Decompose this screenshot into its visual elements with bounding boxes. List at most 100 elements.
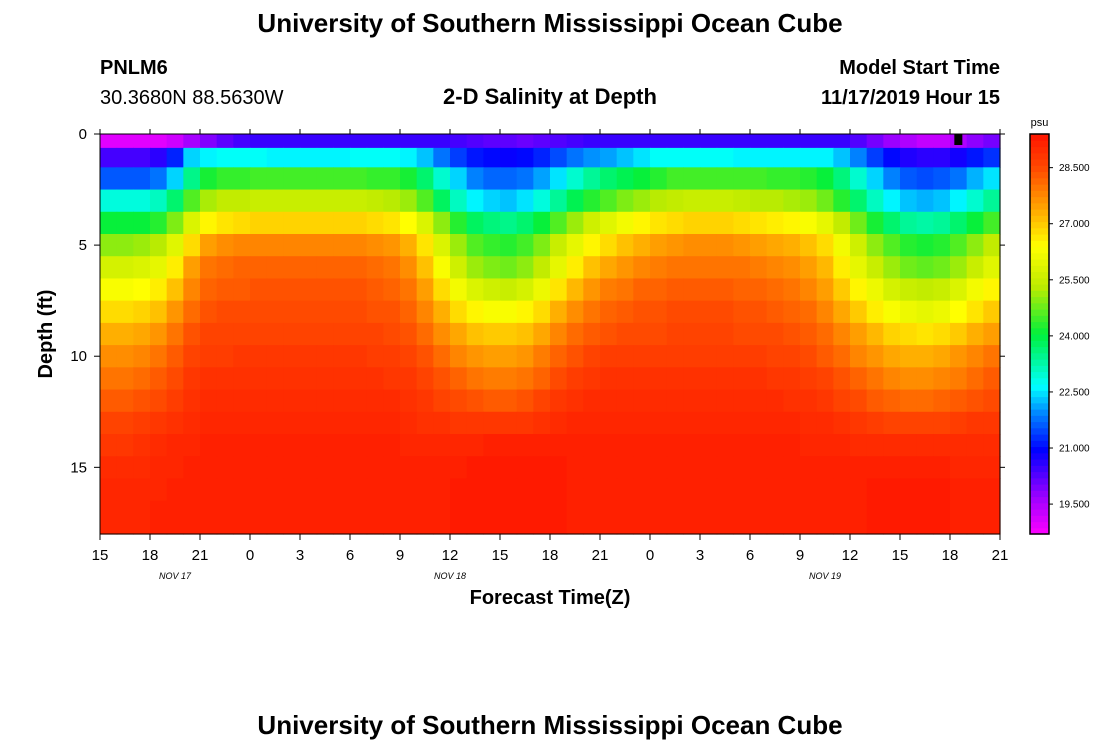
heatmap-cell — [616, 389, 634, 413]
heatmap-cell — [566, 389, 584, 413]
heatmap-cell — [266, 278, 284, 302]
heatmap-cell — [900, 456, 918, 480]
heatmap-cell — [150, 234, 168, 257]
heatmap-cell — [216, 167, 234, 191]
heatmap-cell — [983, 322, 1001, 346]
heatmap-cell — [283, 322, 301, 346]
heatmap-cell — [866, 234, 884, 257]
heatmap-cell — [416, 389, 434, 413]
heatmap-cell — [416, 211, 434, 235]
heatmap-cell — [166, 278, 184, 302]
heatmap-cell — [633, 456, 651, 480]
heatmap-cell — [516, 411, 534, 435]
heatmap-cell — [283, 367, 301, 391]
heatmap-cell — [550, 411, 568, 435]
heatmap-cell — [566, 500, 584, 535]
heatmap-cell — [800, 322, 818, 346]
colorbar-segment — [1030, 402, 1049, 410]
colorbar-segment — [1030, 377, 1049, 385]
heatmap-cell — [566, 456, 584, 480]
heatmap-cell — [600, 189, 618, 213]
heatmap-cell — [400, 456, 418, 480]
heatmap-cell — [450, 147, 468, 168]
heatmap-cell — [283, 234, 301, 257]
colorbar-segment — [1030, 284, 1049, 291]
heatmap-cell — [300, 322, 318, 346]
heatmap-cell — [816, 167, 834, 191]
heatmap-cell — [433, 411, 451, 435]
heatmap-cell — [916, 278, 934, 302]
colorbar: 19.500 21.000 22.500 24.000 25.500 27.000 28.5… — [1029, 133, 1090, 535]
heatmap-cell — [400, 147, 418, 168]
heatmap-cell — [466, 411, 484, 435]
heatmap-cell — [316, 456, 334, 480]
heatmap-cell — [683, 300, 701, 324]
heatmap-cell — [850, 322, 868, 346]
colorbar-tick-label: 24.000 — [1059, 331, 1090, 342]
heatmap-cell — [933, 367, 951, 391]
heatmap-cell — [166, 456, 184, 480]
y-tick-label: 10 — [70, 348, 87, 365]
heatmap-cell — [633, 411, 651, 435]
heatmap-cell — [900, 278, 918, 302]
heatmap-cell — [683, 322, 701, 346]
heatmap-cell — [533, 345, 551, 368]
heatmap-cell — [383, 456, 401, 480]
heatmap-cell — [133, 367, 151, 391]
heatmap-cell — [483, 456, 501, 480]
heatmap-cell — [783, 434, 801, 457]
heatmap-cell — [466, 300, 484, 324]
heatmap-cell — [333, 411, 351, 435]
colorbar-segment — [1030, 296, 1049, 304]
heatmap-cell — [216, 434, 234, 457]
colorbar-segment — [1030, 527, 1049, 535]
heatmap-cell — [350, 256, 368, 280]
x-tick-label: 12 — [842, 547, 859, 564]
heatmap-cell — [833, 189, 851, 213]
heatmap-cell — [450, 256, 468, 280]
heatmap-cell — [966, 300, 984, 324]
heatmap-cell — [766, 211, 784, 235]
heatmap-cell — [450, 456, 468, 480]
heatmap-cell — [950, 456, 968, 480]
heatmap-cell — [833, 500, 851, 535]
heatmap-cell — [416, 456, 434, 480]
heatmap-cell — [650, 389, 668, 413]
heatmap-cell — [133, 411, 151, 435]
heatmap-cell — [316, 322, 334, 346]
colorbar-segment — [1030, 134, 1049, 141]
heatmap-cell — [266, 389, 284, 413]
heatmap-cell — [550, 367, 568, 391]
heatmap-cell — [533, 211, 551, 235]
heatmap-cell — [866, 389, 884, 413]
heatmap-cell — [283, 211, 301, 235]
heatmap-cell — [250, 256, 268, 280]
heatmap-cell — [666, 367, 684, 391]
heatmap-cell — [550, 278, 568, 302]
heatmap-cell — [200, 434, 218, 457]
heatmap-cell — [216, 345, 234, 368]
heatmap-cell — [383, 322, 401, 346]
heatmap-cell — [766, 456, 784, 480]
heatmap-cell — [316, 345, 334, 368]
heatmap-cell — [950, 411, 968, 435]
heatmap-cell — [350, 211, 368, 235]
heatmap-cell — [650, 322, 668, 346]
heatmap-cell — [366, 367, 384, 391]
heatmap-cell — [450, 189, 468, 213]
heatmap-cell — [850, 300, 868, 324]
colorbar-segment — [1030, 434, 1049, 441]
heatmap-cell — [700, 389, 718, 413]
heatmap-cell — [300, 345, 318, 368]
heatmap-cell — [116, 256, 134, 280]
heatmap-cell — [316, 478, 334, 502]
plot-title: 2-D Salinity at Depth — [443, 84, 657, 109]
heatmap-cell — [633, 211, 651, 235]
heatmap-cell — [166, 167, 184, 191]
heatmap-cell — [483, 234, 501, 257]
heatmap-cell — [200, 300, 218, 324]
colorbar-segment — [1030, 415, 1049, 423]
heatmap-cell — [400, 211, 418, 235]
heatmap-cell — [900, 134, 918, 149]
